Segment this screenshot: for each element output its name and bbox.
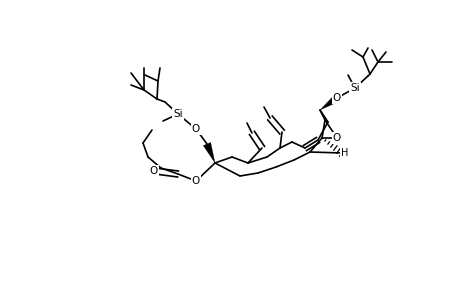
Text: O: O [150,166,158,176]
Text: H: H [341,148,348,158]
Text: O: O [191,124,200,134]
Text: Si: Si [173,109,182,119]
Text: O: O [191,176,200,186]
Polygon shape [203,142,214,163]
Text: O: O [332,133,341,143]
Text: O: O [332,93,341,103]
Polygon shape [319,95,339,110]
Text: Si: Si [349,83,359,93]
